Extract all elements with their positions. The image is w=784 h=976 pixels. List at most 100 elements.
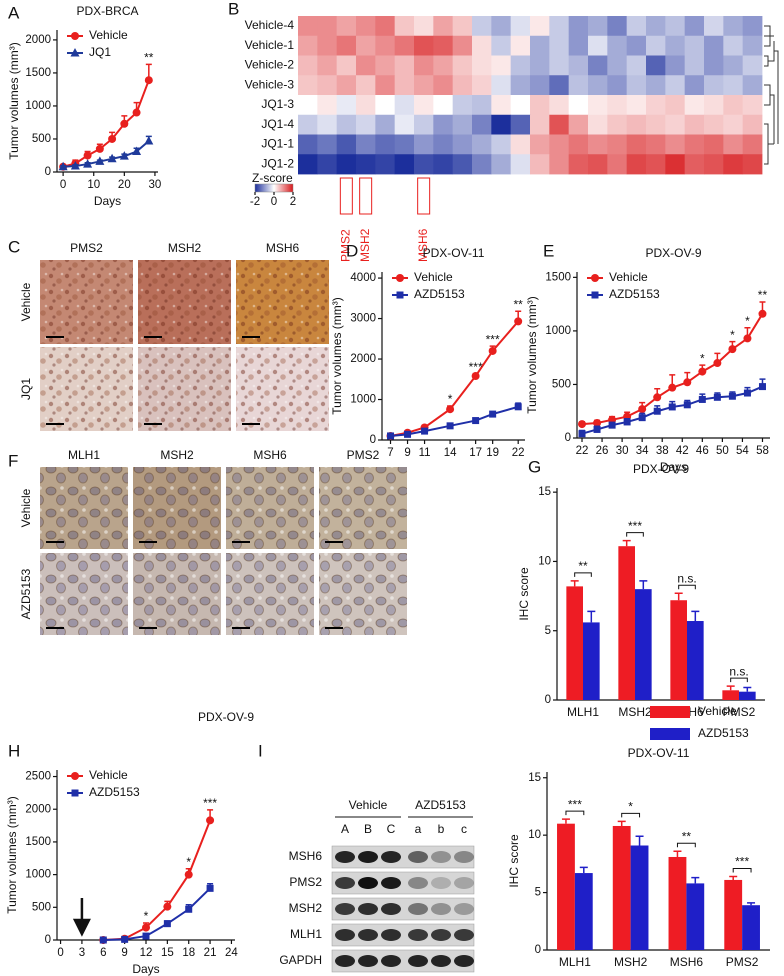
x-tick-label: 17 bbox=[469, 447, 482, 459]
bracket bbox=[574, 572, 592, 577]
heatmap-cell bbox=[646, 16, 666, 37]
micrograph-texture bbox=[138, 347, 231, 431]
marker bbox=[591, 291, 599, 299]
heatmap-cell bbox=[665, 16, 686, 37]
annotation: * bbox=[448, 392, 453, 406]
heatmap-cell bbox=[414, 35, 434, 56]
heatmap-cell bbox=[414, 95, 434, 116]
heatmap-cell bbox=[491, 75, 512, 96]
heatmap-cell bbox=[646, 35, 666, 56]
marker bbox=[446, 422, 454, 430]
arrow bbox=[72, 898, 91, 937]
heatmap-cell bbox=[549, 35, 570, 56]
heatmap-cell bbox=[665, 35, 686, 56]
bracket bbox=[626, 532, 644, 537]
x-tick-label: 34 bbox=[636, 445, 649, 457]
heatmap-cell bbox=[375, 134, 396, 155]
micrograph-texture bbox=[138, 260, 231, 344]
heatmap-cell bbox=[356, 55, 376, 76]
blot-band bbox=[358, 955, 378, 967]
heatmap-cell bbox=[298, 114, 318, 135]
x-tick-label: 19 bbox=[486, 447, 499, 459]
heatmap-cell bbox=[684, 114, 705, 135]
heatmap-cell bbox=[568, 95, 589, 116]
heatmap-cell bbox=[452, 16, 473, 37]
blot-band bbox=[358, 877, 378, 889]
heatmap-cell bbox=[433, 134, 454, 155]
colorbar-label: Z-score bbox=[252, 171, 293, 185]
y-tick-label: 4000 bbox=[350, 272, 376, 284]
panel-letter: A bbox=[8, 3, 20, 22]
heatmap-cell bbox=[336, 55, 357, 76]
heatmap-cell bbox=[510, 114, 531, 135]
bar bbox=[612, 825, 631, 950]
heatmap-cell bbox=[588, 35, 608, 56]
x-tick-label: MLH1 bbox=[559, 955, 591, 969]
micrograph-texture bbox=[226, 467, 314, 549]
blot-band bbox=[335, 903, 355, 915]
heatmap-cell bbox=[298, 95, 318, 116]
error-bar bbox=[729, 875, 738, 880]
heatmap-cell bbox=[568, 35, 589, 56]
row-label: JQ1-1 bbox=[261, 137, 294, 151]
heatmap-cell bbox=[588, 114, 608, 135]
legend-label: Vehicle bbox=[414, 270, 453, 284]
heatmap-cell bbox=[530, 55, 550, 76]
annotation: * bbox=[745, 314, 750, 328]
micrograph-texture bbox=[40, 467, 128, 549]
heatmap-cell bbox=[723, 75, 744, 96]
x-tick-label: 30 bbox=[616, 445, 629, 457]
x-tick-label: 26 bbox=[596, 445, 609, 457]
blot-band bbox=[408, 851, 428, 863]
heatmap-cell bbox=[607, 114, 628, 135]
heatmap-cell bbox=[452, 114, 473, 135]
marker bbox=[698, 367, 707, 376]
error-bar bbox=[743, 686, 752, 692]
x-tick-label: 58 bbox=[756, 445, 769, 457]
annotation: n.s. bbox=[677, 571, 696, 585]
annotation: ** bbox=[144, 51, 154, 65]
bracket bbox=[732, 868, 752, 873]
bar bbox=[618, 546, 635, 700]
x-tick-label: PMS2 bbox=[723, 705, 756, 719]
legend-label: AZD5153 bbox=[414, 287, 465, 301]
heatmap-cell bbox=[626, 154, 647, 175]
heatmap-cell bbox=[491, 55, 512, 76]
y-tick-label: 2000 bbox=[25, 803, 51, 815]
y-tick-label: 15 bbox=[528, 772, 541, 784]
marker bbox=[163, 920, 171, 928]
blot-band bbox=[335, 877, 355, 889]
panel-letter: E bbox=[543, 241, 554, 260]
bar bbox=[687, 621, 704, 700]
marker bbox=[206, 816, 215, 825]
marker bbox=[142, 923, 150, 932]
heatmap-cell bbox=[684, 55, 705, 76]
row-label: JQ1-2 bbox=[261, 156, 294, 170]
blot-band bbox=[335, 955, 355, 967]
marker bbox=[578, 420, 587, 429]
legend-swatch bbox=[650, 706, 690, 718]
marker bbox=[668, 403, 676, 411]
heatmap-cell bbox=[491, 35, 512, 56]
panel-letter: B bbox=[228, 0, 239, 18]
heatmap-cell bbox=[588, 55, 608, 76]
heatmap-cell bbox=[317, 55, 338, 76]
micrograph-texture bbox=[133, 553, 221, 635]
heatmap-cell bbox=[549, 134, 570, 155]
heatmap-cell bbox=[723, 16, 744, 37]
marker bbox=[593, 425, 601, 433]
heatmap-cell bbox=[472, 35, 492, 56]
micrograph-texture bbox=[319, 467, 407, 549]
micrograph-texture bbox=[236, 260, 329, 344]
bar bbox=[724, 879, 743, 950]
x-tick-label: MSH2 bbox=[618, 705, 652, 719]
marker bbox=[71, 772, 79, 780]
heatmap-cell bbox=[568, 114, 589, 135]
heatmap-cell bbox=[317, 16, 338, 37]
marker bbox=[488, 346, 497, 355]
annotation: ** bbox=[758, 288, 768, 302]
column-label: MSH2 bbox=[358, 228, 372, 262]
heatmap-cell bbox=[356, 35, 376, 56]
blot-band bbox=[358, 851, 378, 863]
